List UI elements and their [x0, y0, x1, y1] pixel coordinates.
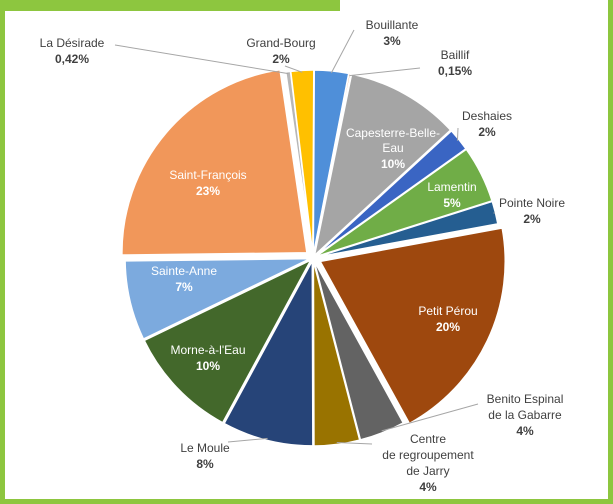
label-bouillante: Bouillante 3% — [366, 18, 419, 48]
label-capesterre-value: 10% — [381, 157, 405, 171]
label-deshaies-value: 2% — [478, 125, 496, 139]
label-saint-francois: Saint-François 23% — [169, 168, 246, 198]
label-petit-perou-value: 20% — [436, 320, 460, 334]
label-centre-jarry: Centre de regroupement de Jarry 4% — [382, 432, 474, 494]
label-grand-bourg-value: 2% — [272, 52, 290, 66]
label-benito-espinal-value: 4% — [516, 424, 534, 438]
label-petit-perou: Petit Pérou 20% — [418, 304, 477, 334]
label-sainte-anne-value: 7% — [175, 280, 193, 294]
frame-left-border — [0, 0, 5, 504]
label-morne-a-leau-name: Morne-à-l'Eau — [171, 343, 246, 357]
label-morne-a-leau: Morne-à-l'Eau 10% — [171, 343, 246, 373]
label-le-moule-value: 8% — [196, 457, 214, 471]
label-benito-espinal-name-1: Benito Espinal — [487, 392, 564, 406]
label-bouillante-value: 3% — [383, 34, 401, 48]
slice-le-moule — [223, 260, 314, 447]
label-capesterre: Capesterre-Belle- Eau 10% — [346, 126, 440, 171]
label-capesterre-name-2: Eau — [382, 141, 403, 155]
label-centre-jarry-name-2: de regroupement — [382, 448, 474, 462]
label-pointe-noire: Pointe Noire 2% — [499, 196, 565, 226]
label-la-desirade-name: La Désirade — [40, 36, 105, 50]
label-morne-a-leau-value: 10% — [196, 359, 220, 373]
label-benito-espinal-name-2: de la Gabarre — [488, 408, 562, 422]
label-lamentin-name: Lamentin — [427, 180, 476, 194]
label-baillif-value: 0,15% — [438, 64, 472, 78]
label-benito-espinal: Benito Espinal de la Gabarre 4% — [487, 392, 564, 438]
label-baillif-name: Baillif — [441, 48, 470, 62]
label-pointe-noire-name: Pointe Noire — [499, 196, 565, 210]
label-pointe-noire-value: 2% — [523, 212, 541, 226]
label-sainte-anne: Sainte-Anne 7% — [151, 264, 217, 294]
label-centre-jarry-name-1: Centre — [410, 432, 446, 446]
label-saint-francois-value: 23% — [196, 184, 220, 198]
leader-line-baillif — [349, 67, 421, 77]
label-saint-francois-name: Saint-François — [169, 168, 246, 182]
frame-top-bar — [0, 0, 340, 11]
label-petit-perou-name: Petit Pérou — [418, 304, 477, 318]
leader-line-centre-de-regroupement-de-jarry — [336, 441, 373, 445]
pie-slices — [121, 68, 506, 447]
frame-right-border — [608, 0, 613, 504]
leader-line-bouillante — [330, 29, 355, 74]
slice-pointe-noire — [315, 200, 499, 259]
leader-line-deshaies — [456, 127, 459, 141]
label-la-desirade-value: 0,42% — [55, 52, 89, 66]
slice-petit-p-rou — [319, 227, 506, 425]
label-lamentin-value: 5% — [443, 196, 461, 210]
leader-line-benito-espinal-de-la-gabarre — [381, 403, 479, 432]
label-deshaies-name: Deshaies — [462, 109, 512, 123]
label-capesterre-name-1: Capesterre-Belle- — [346, 126, 440, 140]
slice-baillif — [312, 72, 352, 256]
label-le-moule: Le Moule 8% — [180, 441, 230, 471]
leader-line-le-moule — [227, 437, 268, 443]
label-centre-jarry-value: 4% — [419, 480, 437, 494]
leader-line-la-d-sirade — [114, 44, 289, 75]
leader-line-grand-bourg — [284, 65, 303, 73]
label-bouillante-name: Bouillante — [366, 18, 419, 32]
leader-lines — [114, 29, 496, 445]
slice-grand-bourg — [289, 69, 315, 256]
label-le-moule-name: Le Moule — [180, 441, 230, 455]
label-grand-bourg-name: Grand-Bourg — [246, 36, 315, 50]
slice-saint-fran-ois — [121, 68, 308, 256]
slice-benito-espinal-de-la-gabarre — [313, 260, 405, 441]
slice-capesterre-belle-eau — [313, 73, 452, 258]
label-lamentin: Lamentin 5% — [427, 180, 476, 210]
label-grand-bourg: Grand-Bourg 2% — [246, 36, 315, 66]
slice-centre-de-regroupement-de-jarry — [312, 260, 361, 447]
label-la-desirade: La Désirade 0,42% — [40, 36, 105, 66]
label-centre-jarry-name-3: de Jarry — [406, 464, 449, 478]
label-deshaies: Deshaies 2% — [462, 109, 512, 139]
slice-sainte-anne — [124, 257, 311, 341]
label-baillif: Baillif 0,15% — [438, 48, 472, 78]
label-sainte-anne-name: Sainte-Anne — [151, 264, 217, 278]
slice-morne-l-eau — [143, 258, 313, 424]
frame-bottom-border — [0, 499, 613, 504]
